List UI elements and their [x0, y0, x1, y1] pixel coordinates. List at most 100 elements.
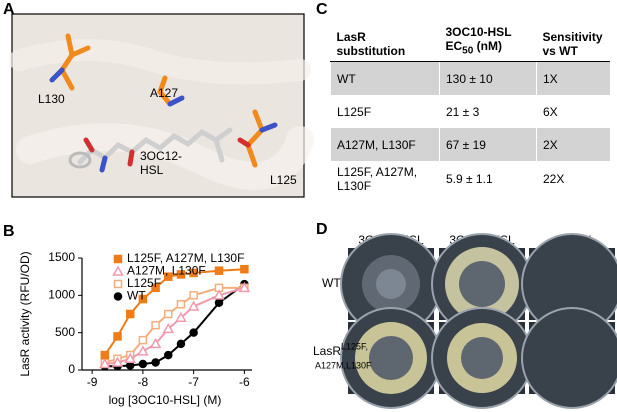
marker [240, 264, 249, 274]
marker [111, 356, 124, 367]
series-line [104, 286, 245, 366]
colony [459, 261, 505, 307]
marker [151, 358, 160, 367]
y-tick-label: 1500 [48, 250, 75, 264]
y-tick-label: 1000 [48, 288, 75, 302]
marker [162, 322, 175, 334]
marker [124, 352, 136, 364]
panel-letter: B [3, 223, 15, 240]
marker [151, 283, 160, 293]
legend-label: WT [127, 289, 146, 303]
table-cell: 130 ± 10 [439, 61, 537, 96]
header-text: EC [445, 39, 463, 53]
residue-label: L130 [38, 92, 65, 106]
marker [164, 272, 173, 281]
marker [113, 332, 122, 341]
legend-marker [112, 265, 124, 276]
row-superscript: L125F, [341, 341, 368, 351]
x-tick-label: -9 [87, 375, 98, 389]
structure-art [9, 33, 314, 190]
marker [100, 350, 110, 360]
marker [151, 320, 160, 330]
marker [189, 268, 198, 278]
residue-label: A127 [150, 86, 178, 100]
marker [137, 345, 149, 356]
table-cell: L125F [330, 95, 440, 129]
header-text: 3OC10-HSL [445, 25, 512, 39]
marker [138, 335, 148, 345]
marker [164, 309, 173, 319]
header-text: (nM) [473, 39, 502, 53]
table-cell: 2X [536, 128, 610, 162]
marker [99, 357, 111, 369]
marker [214, 266, 224, 275]
x-tick-label: -8 [138, 375, 149, 389]
marker [149, 337, 162, 349]
table-cell: 5.9 ± 1.1 [439, 161, 537, 198]
plate-rim [521, 307, 617, 409]
header-row: LasR substitution 3OC10-HSL EC50 (nM) Sens… [330, 22, 610, 63]
marker [213, 289, 225, 300]
table-cell: 67 ± 19 [439, 128, 537, 162]
ligand-label: HSL [140, 163, 164, 177]
marker [187, 300, 200, 311]
header-cell: LasR substitution [330, 22, 440, 63]
marker [175, 311, 187, 322]
colony [369, 336, 413, 380]
table-cell: 6X [536, 95, 610, 129]
table-cell: A127M, L130F [330, 128, 440, 162]
y-axis-title: LasR activity (RFU/OD) [18, 251, 32, 376]
series-line [104, 283, 245, 368]
marker [164, 350, 173, 360]
marker [189, 328, 198, 337]
header-text: Sensitivity [542, 30, 603, 45]
table-row: A127M, L130F 67 ± 19 2X [330, 128, 610, 162]
table-cell: L125F, A127M, L130F [330, 161, 440, 198]
panel-letter: C [316, 1, 328, 18]
panel-letter: D [316, 221, 328, 238]
series-line [104, 286, 245, 364]
header-subscript: 50 [462, 45, 474, 57]
marker [125, 309, 135, 319]
series-line [104, 268, 245, 356]
table-cell: WT [330, 61, 440, 96]
legend-label: A127M, L130F [127, 264, 206, 278]
table-row: L125F 21 ± 3 6X [330, 95, 610, 129]
row-label: WT [322, 276, 341, 290]
residue-label: L125 [270, 173, 297, 187]
header-cell: 3OC10-HSL EC50 (nM) [439, 22, 537, 63]
header-text: substitution [336, 44, 406, 59]
legend-label: L125F, A127M, L130F [127, 251, 244, 265]
x-tick-label: -6 [239, 375, 250, 389]
table-row: WT 130 ± 10 1X [330, 61, 610, 96]
legend-marker [113, 292, 123, 301]
y-tick-label: 0 [68, 362, 75, 376]
marker [214, 298, 224, 308]
y-tick-label: 500 [55, 325, 75, 339]
legend-label: L125F [127, 276, 161, 290]
marker [138, 294, 148, 304]
table-cell: 22X [536, 161, 610, 198]
header-text: vs WT [542, 44, 578, 59]
legend-marker [113, 254, 123, 264]
table-cell: 1X [536, 61, 610, 96]
table-cell: 21 ± 3 [439, 95, 537, 129]
marker [238, 281, 251, 293]
header-text: LasR [336, 30, 366, 45]
marker [176, 339, 186, 349]
ec50-table: LasR substitution 3OC10-HSL EC50 (nM) Sens… [330, 22, 610, 198]
marker [176, 270, 186, 279]
marker [138, 359, 148, 369]
row-superscript: A127M,L130F [315, 360, 372, 370]
colony [376, 269, 406, 299]
row-label: LasR [313, 344, 341, 358]
x-axis-title: log [3OC10-HSL] (M) [109, 393, 222, 407]
header-cell: Sensitivity vs WT [536, 22, 610, 63]
marker [125, 361, 135, 370]
ligand-label: 3OC12- [140, 149, 182, 163]
table-row: L125F, A127M, L130F 5.9 ± 1.1 22X [330, 161, 610, 198]
colony [461, 337, 503, 379]
marker [176, 300, 186, 309]
